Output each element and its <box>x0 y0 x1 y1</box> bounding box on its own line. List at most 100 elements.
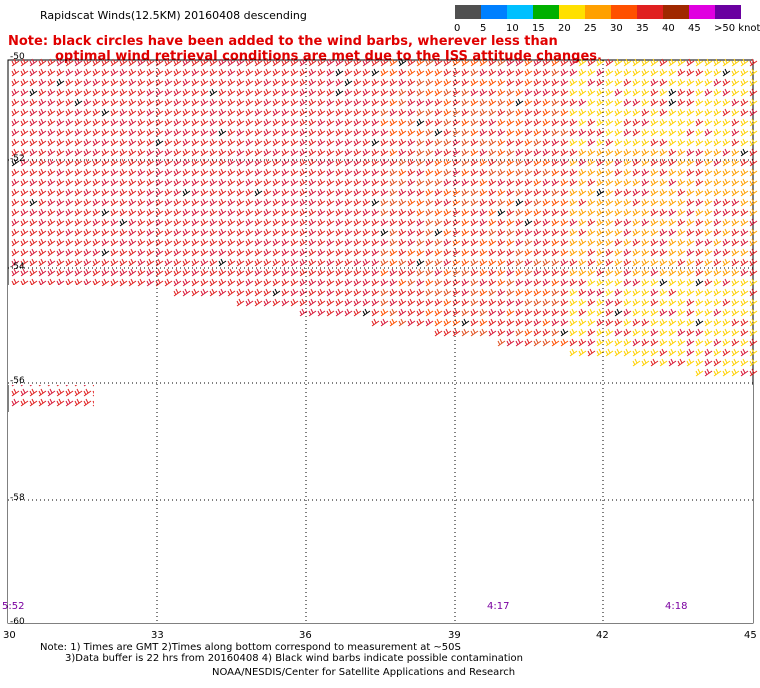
wind-barb <box>650 328 659 337</box>
wind-barb <box>497 158 506 167</box>
wind-barb <box>272 58 281 67</box>
wind-barb <box>38 188 47 197</box>
wind-barb <box>524 308 533 317</box>
wind-barb <box>497 308 506 317</box>
wind-barb <box>47 238 56 247</box>
wind-barb <box>65 228 74 237</box>
wind-barb <box>128 118 137 127</box>
wind-barb <box>236 168 245 177</box>
wind-barb <box>416 218 425 227</box>
wind-barb <box>326 138 335 147</box>
wind-barb <box>497 98 506 107</box>
wind-barb <box>650 168 659 177</box>
wind-barb <box>461 288 470 297</box>
wind-barb <box>407 178 416 187</box>
wind-barb <box>587 68 596 77</box>
wind-barb <box>173 288 182 297</box>
wind-barb <box>380 188 389 197</box>
wind-barb <box>506 108 515 117</box>
wind-barb <box>569 58 578 67</box>
wind-barb <box>614 258 623 267</box>
wind-barb <box>335 128 344 137</box>
wind-barb <box>677 198 686 207</box>
wind-barb <box>137 68 146 77</box>
wind-barb <box>281 148 290 157</box>
wind-barb <box>254 178 263 187</box>
wind-barb <box>218 238 227 247</box>
wind-barb <box>371 168 380 177</box>
wind-barb <box>578 328 587 337</box>
wind-barb <box>236 148 245 157</box>
wind-barb <box>632 238 641 247</box>
wind-barb <box>587 238 596 247</box>
wind-barb <box>191 88 200 97</box>
wind-barb <box>416 98 425 107</box>
wind-barb <box>641 208 650 217</box>
time-label-1: 5:52 <box>2 601 25 612</box>
wind-barb <box>506 78 515 87</box>
wind-barb <box>29 138 38 147</box>
wind-barb <box>353 238 362 247</box>
wind-barb <box>245 288 254 297</box>
wind-barb <box>722 318 731 327</box>
wind-barb <box>20 108 29 117</box>
wind-barb <box>587 188 596 197</box>
wind-barb <box>578 78 587 87</box>
wind-barb <box>569 218 578 227</box>
wind-barb <box>335 178 344 187</box>
wind-barb <box>245 168 254 177</box>
wind-barb <box>272 158 281 167</box>
wind-barb <box>659 258 668 267</box>
wind-barb <box>236 208 245 217</box>
wind-barb <box>569 278 578 287</box>
wind-barb <box>281 248 290 257</box>
wind-barb <box>290 228 299 237</box>
wind-barb <box>164 78 173 87</box>
wind-barb <box>245 98 254 107</box>
wind-barb <box>353 198 362 207</box>
wind-barb <box>83 388 92 397</box>
wind-barb <box>56 238 65 247</box>
scale-swatch <box>689 5 715 19</box>
wind-barb <box>749 318 758 327</box>
wind-barb <box>47 258 56 267</box>
wind-barb <box>704 138 713 147</box>
wind-barb <box>65 138 74 147</box>
wind-barb <box>209 98 218 107</box>
wind-barb <box>191 208 200 217</box>
wind-barb <box>506 188 515 197</box>
wind-barb <box>308 248 317 257</box>
wind-barb <box>92 268 101 277</box>
wind-barb <box>425 98 434 107</box>
wind-barb <box>227 208 236 217</box>
wind-barb <box>65 98 74 107</box>
wind-barb <box>569 178 578 187</box>
wind-barb <box>173 108 182 117</box>
wind-barb <box>209 158 218 167</box>
wind-barb <box>524 228 533 237</box>
wind-barb <box>749 178 758 187</box>
wind-barb <box>326 98 335 107</box>
wind-barb <box>290 188 299 197</box>
wind-barb <box>353 228 362 237</box>
wind-barb <box>533 68 542 77</box>
wind-barb <box>731 158 740 167</box>
wind-barb <box>137 158 146 167</box>
wind-barb <box>713 348 722 357</box>
wind-barb <box>335 118 344 127</box>
wind-barb <box>389 268 398 277</box>
wind-barb <box>623 138 632 147</box>
wind-barb <box>677 108 686 117</box>
wind-barb <box>488 128 497 137</box>
wind-barb <box>173 238 182 247</box>
wind-barb <box>191 228 200 237</box>
wind-barb <box>659 228 668 237</box>
wind-barb <box>434 188 443 197</box>
wind-barb <box>209 288 218 297</box>
wind-barb <box>299 118 308 127</box>
wind-barb <box>551 158 560 167</box>
wind-barb <box>452 288 461 297</box>
wind-barb <box>623 118 632 127</box>
wind-barb <box>614 88 623 97</box>
wind-barb <box>317 178 326 187</box>
